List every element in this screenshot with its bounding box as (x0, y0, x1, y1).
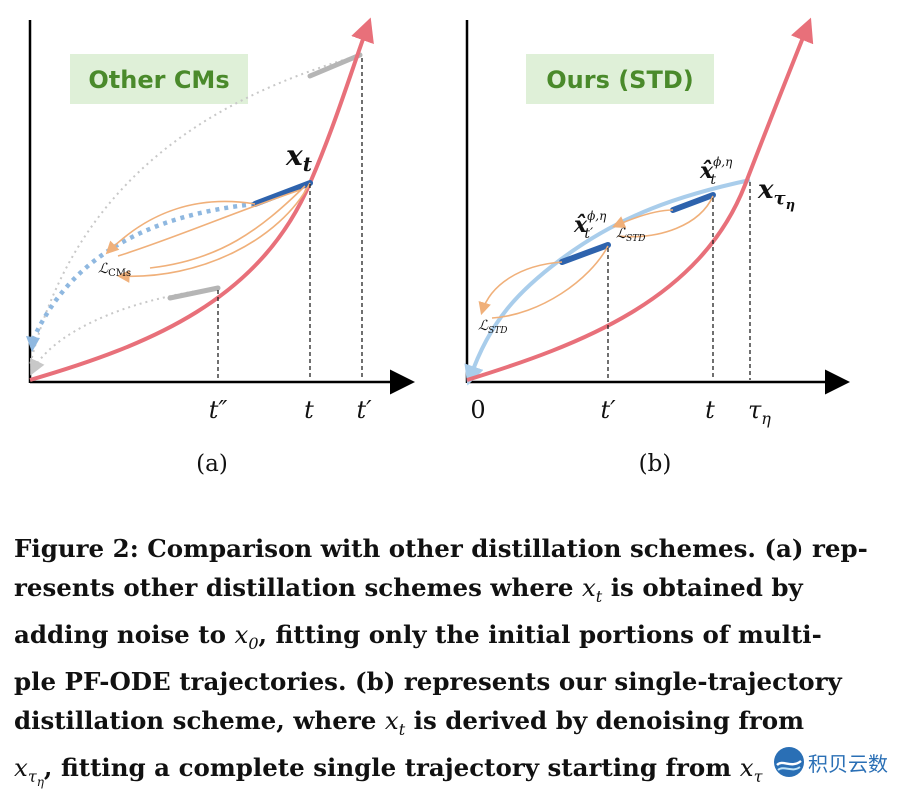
figure-caption: Figure 2: Comparison with other distilla… (14, 530, 884, 802)
panel-b-tick-t-prime: t′ (600, 396, 616, 424)
panel-b-orange-curve-3 (612, 209, 674, 228)
panel-b-blue-segment-1 (559, 242, 611, 265)
panel-a: Other CMs ℒCMs xt t″ t t′ (a) (26, 17, 415, 477)
panel-a-gray-segment-top (307, 52, 363, 79)
panel-b-orange-curve-2 (491, 245, 609, 319)
caption-line-5: distillation scheme, where xt is derived… (14, 705, 805, 739)
panel-b-tick-t: t (705, 396, 715, 424)
caption-line-2: resents other distillation schemes where… (14, 572, 803, 606)
panel-a-title: Other CMs (88, 66, 229, 94)
panel-b-title: Ours (STD) (546, 66, 693, 94)
panel-a-orange-curve-2 (117, 189, 301, 257)
panel-b-orange-curve-4 (617, 195, 714, 238)
panel-b-loss-label-right: ℒSTD (616, 226, 645, 244)
figure-diagram: Other CMs ℒCMs xt t″ t t′ (a) (26, 17, 850, 477)
panel-a-point-label: xt (285, 139, 313, 176)
panel-b-loss-label-left: ℒSTD (478, 318, 507, 336)
panel-a-red-curve (29, 17, 374, 382)
panel-b-estimate-t-prime: x̂ϕ,η t′ (573, 209, 607, 242)
panel-a-blue-dotted-path (29, 201, 256, 343)
panel-a-orange-curve-1 (105, 200, 256, 255)
panel-a-gray-trajectory-bottom (30, 287, 219, 376)
panel-b-caption-label: (b) (639, 451, 672, 477)
panel-a-title-box (70, 54, 248, 104)
panel-a-gray-trajectory-top (29, 54, 361, 366)
panel-b-tick-tau: τη (748, 396, 771, 428)
panel-b-blue-segment-2 (670, 192, 716, 213)
panel-a-tick-t-double-prime: t″ (209, 396, 228, 424)
panel-b-light-blue-trajectory (464, 178, 751, 386)
panel-a-orange-curve-4 (149, 185, 306, 269)
panel-b-point-label: xτη (757, 175, 795, 213)
caption-line-3: adding noise to x0, fitting only the ini… (14, 619, 822, 653)
panel-b-orange-curve-1 (478, 261, 563, 316)
panel-a-caption-label: (a) (196, 451, 228, 477)
panel-b-estimate-t: x̂ϕ,η t (699, 155, 733, 188)
caption-line-1: Figure 2: Comparison with other distilla… (14, 534, 868, 563)
caption-line-4: ple PF-ODE trajectories. (b) represents … (14, 667, 842, 697)
panel-a-tick-t-prime: t′ (356, 396, 372, 424)
panel-a-blue-arrow-head (26, 336, 40, 352)
caption-line-6: xτη, fitting a complete single trajector… (14, 753, 763, 790)
watermark: 积贝云数 (770, 742, 898, 782)
watermark-text: 积贝云数 (808, 752, 888, 776)
panel-a-blue-segment (252, 180, 313, 207)
panel-b-red-curve (466, 17, 814, 382)
panel-b: Ours (STD) ℒSTD ℒSTD x̂ϕ,η t′ x̂ϕ,η t xτη … (464, 17, 850, 477)
panel-b-title-box (526, 54, 714, 104)
panel-a-gray-segment-bottom (167, 285, 221, 301)
panel-a-tick-t: t (304, 396, 314, 424)
watermark-logo-icon (774, 747, 804, 777)
panel-a-loss-label: ℒCMs (98, 261, 131, 279)
panel-b-tick-zero: 0 (470, 396, 485, 424)
panel-a-orange-curve-3 (116, 182, 311, 283)
